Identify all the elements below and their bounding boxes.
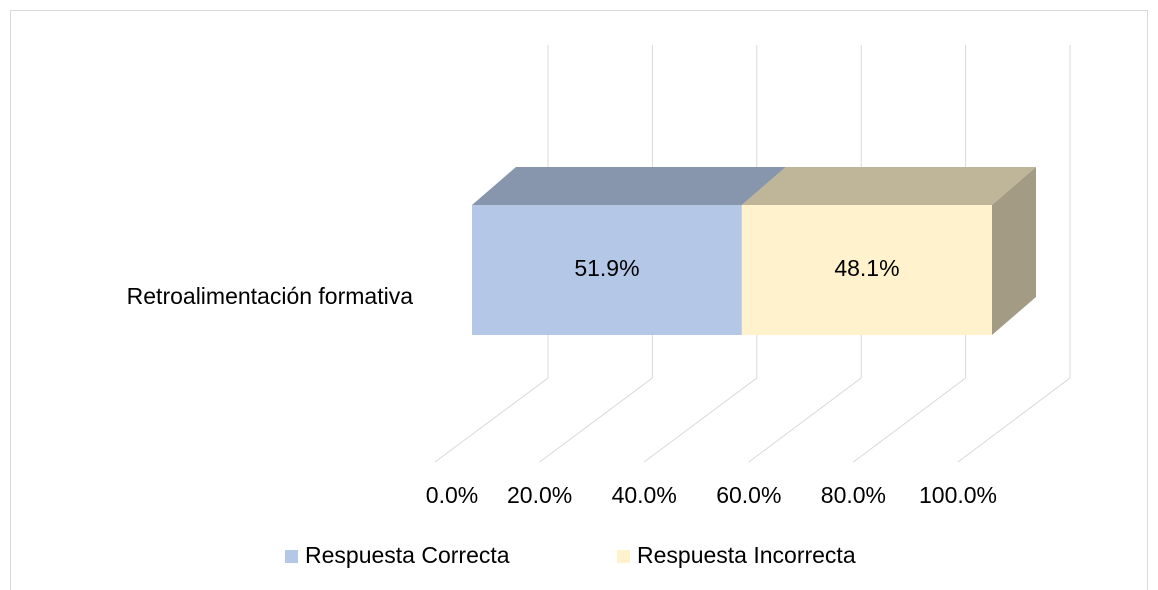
x-tick-label: 40.0% bbox=[612, 482, 677, 508]
x-tick-label: 0.0% bbox=[426, 482, 478, 508]
bar bbox=[472, 205, 742, 335]
x-tick-label: 60.0% bbox=[716, 482, 781, 508]
data-label: 48.1% bbox=[834, 255, 899, 281]
legend-label: Respuesta Incorrecta bbox=[637, 542, 856, 568]
grid-line bbox=[434, 45, 549, 463]
legend-swatch bbox=[617, 550, 630, 563]
bar bbox=[741, 205, 992, 335]
grid-line bbox=[853, 45, 967, 463]
x-tick-label: 20.0% bbox=[507, 482, 572, 508]
grid-line bbox=[748, 45, 862, 463]
x-tick-label: 80.0% bbox=[821, 482, 886, 508]
bar-side bbox=[992, 167, 1036, 335]
category-label: Retroalimentación formativa bbox=[127, 283, 414, 309]
data-label: 51.9% bbox=[574, 255, 639, 281]
grid-line bbox=[539, 45, 653, 463]
bar-top bbox=[472, 167, 786, 205]
legend-swatch bbox=[285, 550, 298, 563]
chart-border bbox=[10, 10, 1148, 590]
grid-line bbox=[957, 45, 1071, 463]
x-tick-label: 100.0% bbox=[919, 482, 997, 508]
legend-label: Respuesta Correcta bbox=[305, 542, 510, 568]
bar-top bbox=[741, 167, 1036, 205]
grid-line bbox=[643, 45, 758, 463]
